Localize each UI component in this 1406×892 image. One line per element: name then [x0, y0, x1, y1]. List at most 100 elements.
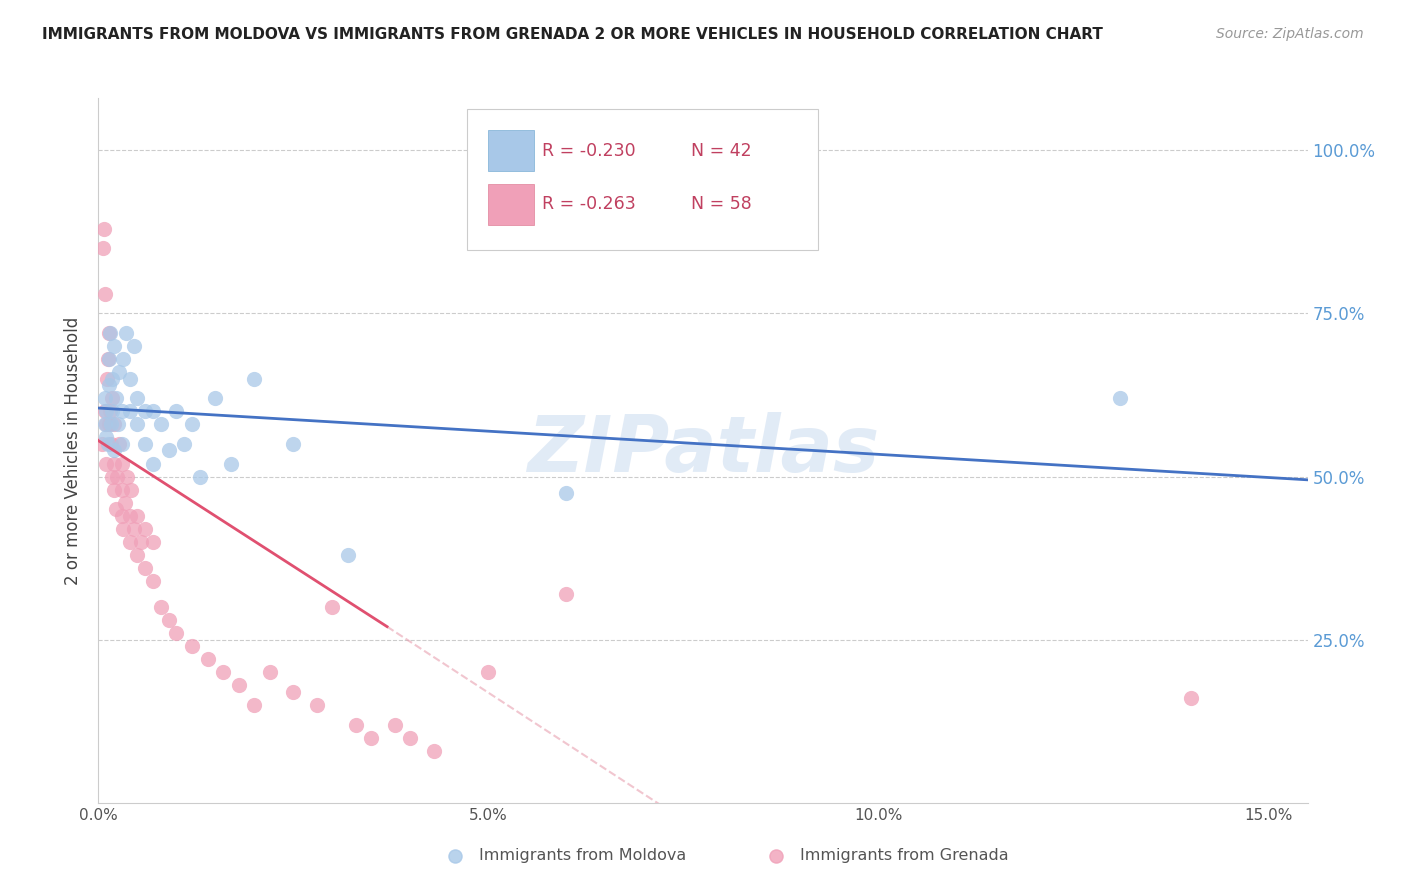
- Point: [114, 496, 136, 510]
- Point: [107, 365, 129, 379]
- Point: [118, 372, 141, 386]
- Point: [118, 534, 141, 549]
- Point: [399, 731, 422, 745]
- Point: [100, 437, 122, 451]
- Point: [142, 574, 165, 588]
- Point: [360, 731, 382, 745]
- Point: [100, 469, 122, 483]
- Point: [96, 457, 118, 471]
- Point: [96, 417, 118, 432]
- Point: [1109, 391, 1132, 405]
- Point: [165, 404, 187, 418]
- Text: N = 58: N = 58: [690, 194, 752, 213]
- Point: [112, 522, 135, 536]
- FancyBboxPatch shape: [488, 130, 534, 170]
- Point: [259, 665, 281, 680]
- Point: [103, 417, 125, 432]
- Point: [283, 437, 305, 451]
- Point: [122, 339, 145, 353]
- Point: [228, 678, 250, 692]
- FancyBboxPatch shape: [488, 184, 534, 225]
- Point: [93, 221, 115, 235]
- Point: [98, 352, 121, 367]
- Point: [149, 600, 172, 615]
- Point: [131, 534, 153, 549]
- Point: [127, 391, 149, 405]
- Point: [105, 469, 128, 483]
- Point: [142, 457, 165, 471]
- Point: [93, 286, 115, 301]
- Text: Immigrants from Moldova: Immigrants from Moldova: [479, 848, 686, 863]
- Point: [384, 717, 406, 731]
- Point: [477, 665, 499, 680]
- Point: [344, 717, 367, 731]
- Point: [96, 404, 118, 418]
- Point: [423, 743, 446, 757]
- Point: [134, 437, 156, 451]
- Point: [96, 430, 118, 444]
- Point: [219, 457, 242, 471]
- Point: [104, 391, 127, 405]
- Point: [98, 417, 121, 432]
- Point: [107, 417, 129, 432]
- Point: [204, 391, 226, 405]
- Point: [103, 339, 125, 353]
- Text: R = -0.230: R = -0.230: [543, 142, 636, 160]
- Point: [103, 457, 125, 471]
- Point: [120, 483, 142, 497]
- Point: [93, 417, 115, 432]
- Point: [134, 404, 156, 418]
- Point: [118, 404, 141, 418]
- Point: [98, 326, 121, 340]
- Point: [181, 639, 204, 653]
- Point: [555, 587, 578, 601]
- Point: [100, 372, 122, 386]
- Point: [97, 326, 120, 340]
- Point: [1180, 691, 1202, 706]
- Point: [283, 685, 305, 699]
- Point: [91, 437, 114, 451]
- Text: Immigrants from Grenada: Immigrants from Grenada: [800, 848, 1008, 863]
- Point: [97, 378, 120, 392]
- Point: [243, 372, 266, 386]
- Point: [127, 417, 149, 432]
- Point: [243, 698, 266, 712]
- Point: [98, 404, 121, 418]
- Point: [94, 391, 117, 405]
- Text: N = 42: N = 42: [690, 142, 752, 160]
- Point: [103, 443, 125, 458]
- Point: [127, 508, 149, 523]
- Point: [101, 391, 124, 405]
- Point: [111, 404, 134, 418]
- Point: [101, 404, 124, 418]
- FancyBboxPatch shape: [467, 109, 818, 250]
- Point: [114, 326, 136, 340]
- Point: [305, 698, 328, 712]
- Point: [115, 469, 138, 483]
- Point: [165, 626, 187, 640]
- Point: [118, 508, 141, 523]
- Point: [134, 522, 156, 536]
- Point: [321, 600, 343, 615]
- Point: [157, 613, 180, 627]
- Point: [111, 457, 134, 471]
- Point: [173, 437, 195, 451]
- Point: [107, 437, 129, 451]
- Text: ZIPatlas: ZIPatlas: [527, 412, 879, 489]
- Text: Source: ZipAtlas.com: Source: ZipAtlas.com: [1216, 27, 1364, 41]
- Point: [122, 522, 145, 536]
- Point: [94, 404, 117, 418]
- Point: [91, 241, 114, 255]
- Point: [149, 417, 172, 432]
- Point: [142, 534, 165, 549]
- Point: [112, 352, 135, 367]
- Text: IMMIGRANTS FROM MOLDOVA VS IMMIGRANTS FROM GRENADA 2 OR MORE VEHICLES IN HOUSEHO: IMMIGRANTS FROM MOLDOVA VS IMMIGRANTS FR…: [42, 27, 1104, 42]
- Point: [127, 548, 149, 562]
- Point: [212, 665, 235, 680]
- Point: [104, 502, 127, 516]
- Point: [188, 469, 211, 483]
- Point: [555, 486, 578, 500]
- Point: [337, 548, 360, 562]
- Text: R = -0.263: R = -0.263: [543, 194, 636, 213]
- Point: [111, 508, 134, 523]
